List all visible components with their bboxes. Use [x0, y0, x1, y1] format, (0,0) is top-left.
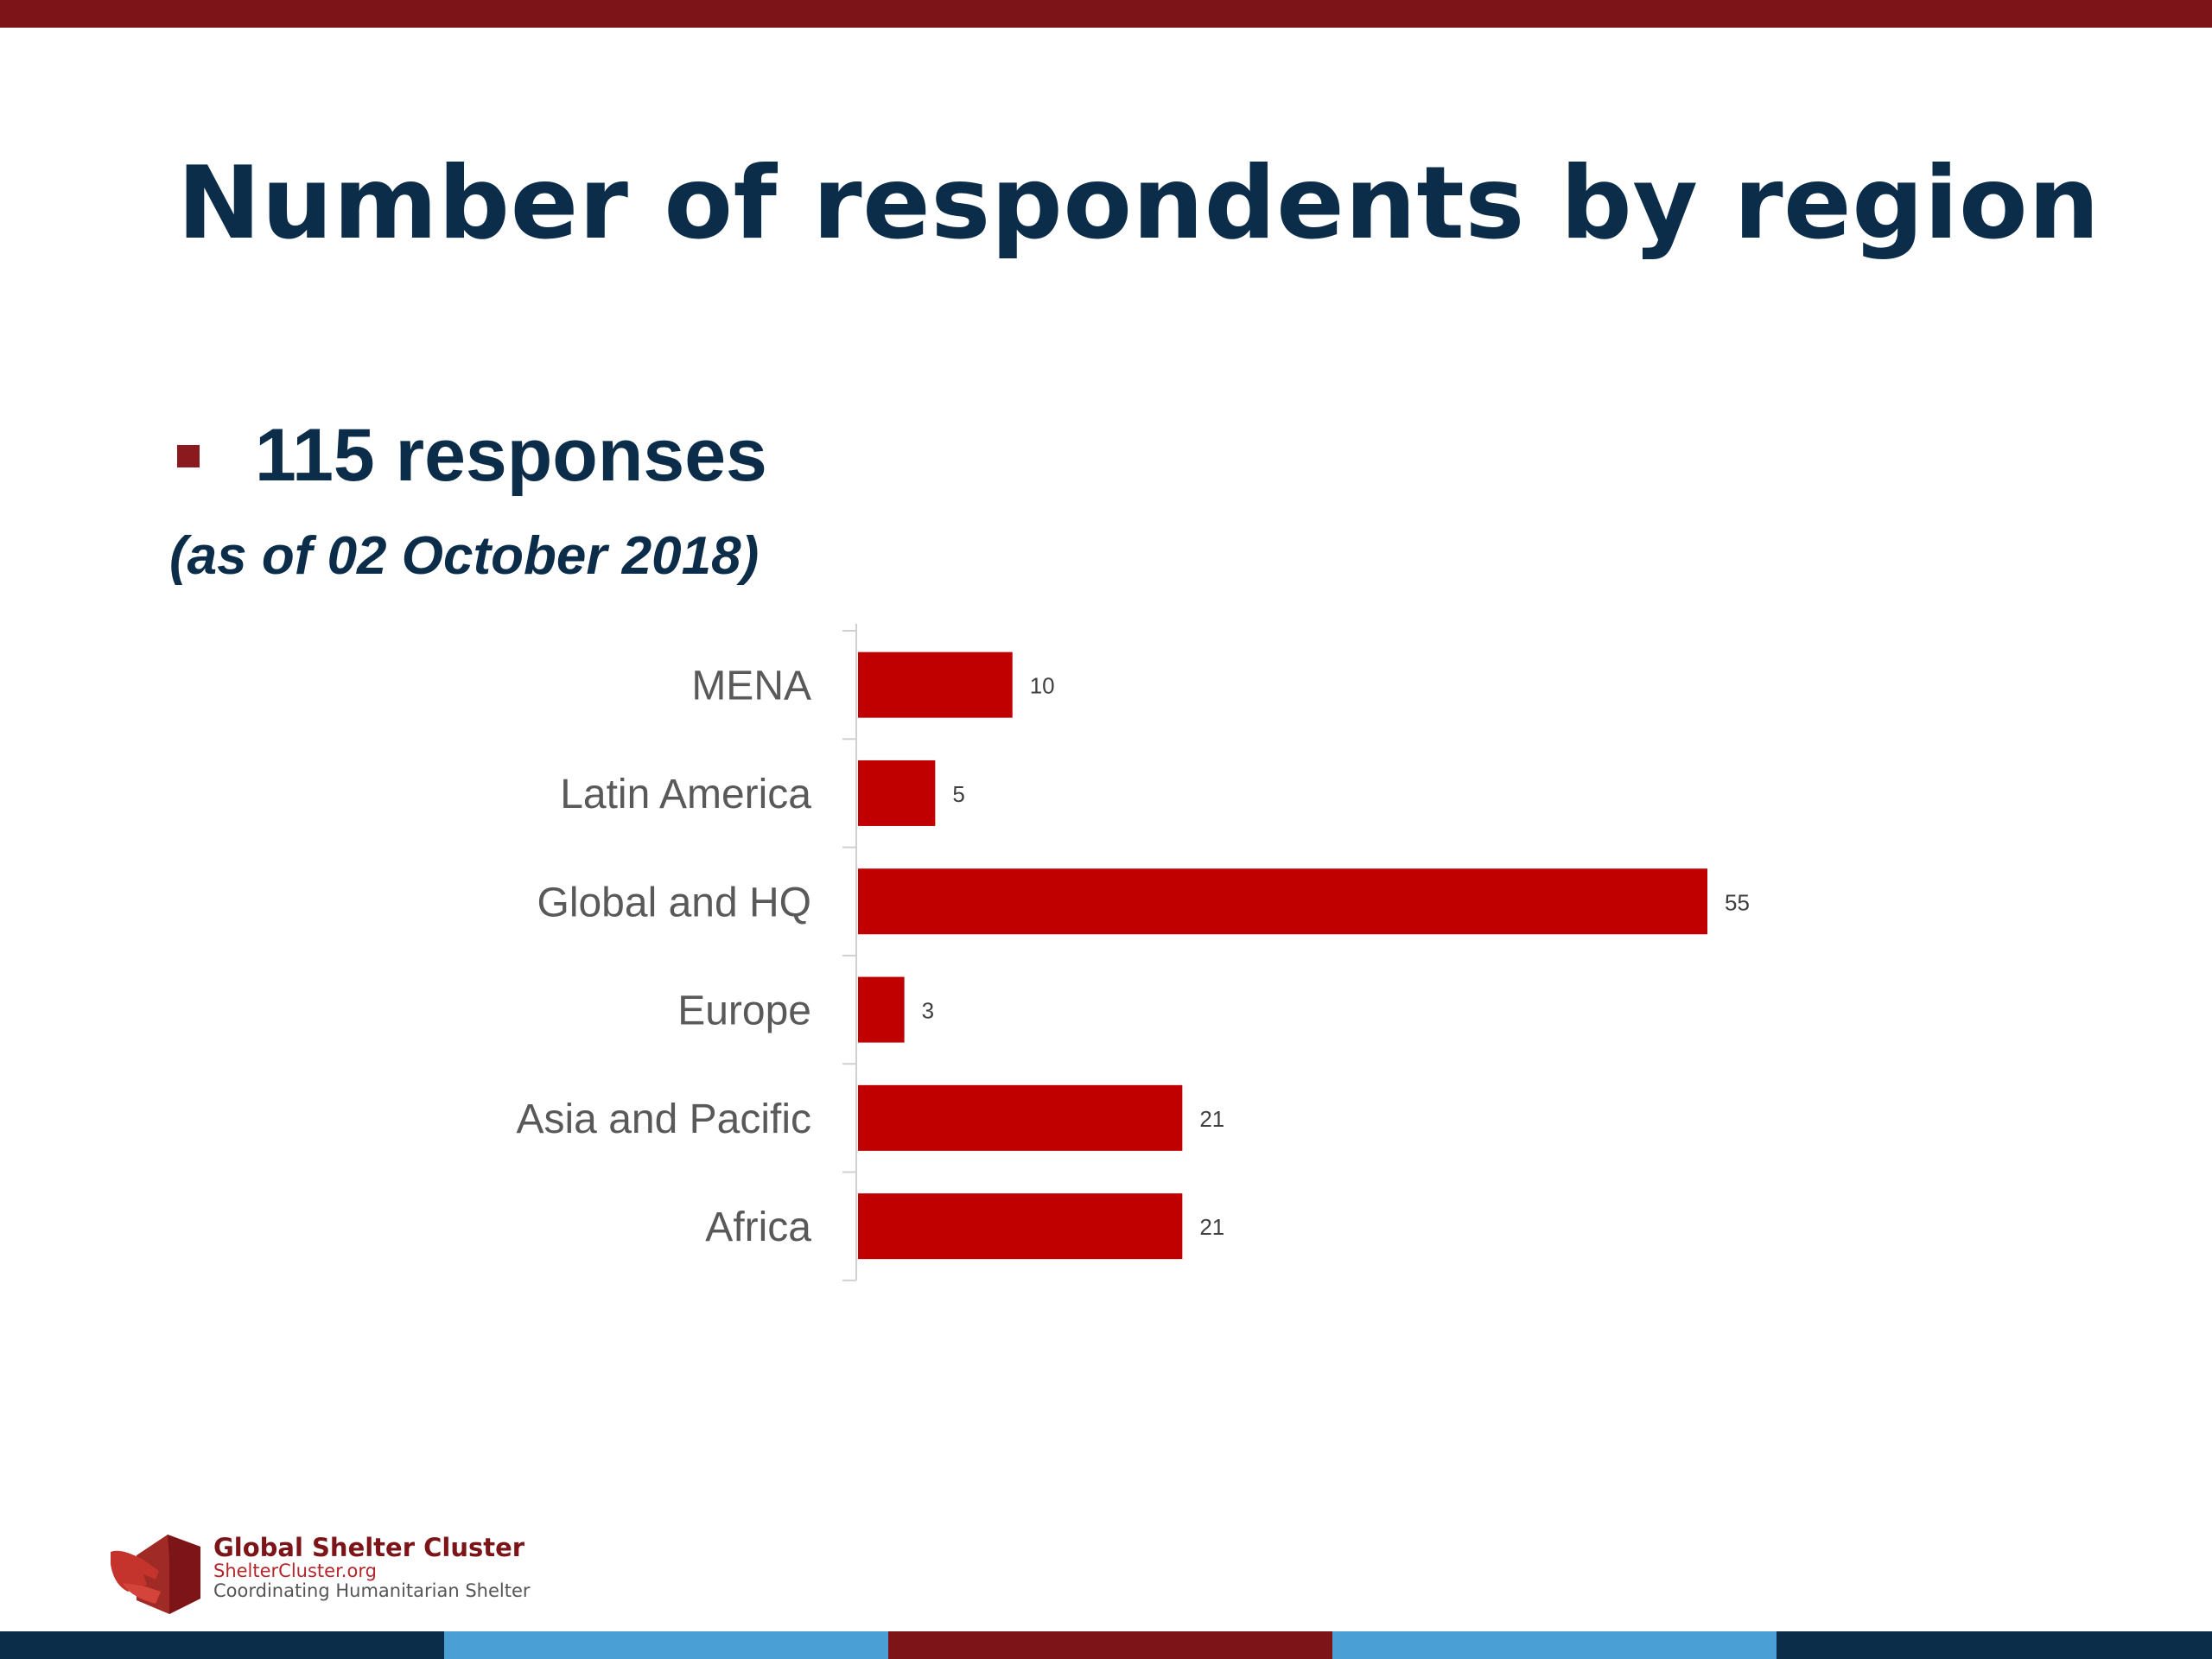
bar	[858, 1193, 1183, 1260]
bullet-text: 115 responses	[255, 414, 767, 497]
bar	[858, 760, 936, 826]
bottom-band-segment	[1777, 1631, 2212, 1659]
org-name: Global Shelter Cluster	[213, 1533, 525, 1562]
bar	[858, 1084, 1183, 1151]
bottom-band-segment	[888, 1631, 1332, 1659]
org-tagline: Coordinating Humanitarian Shelter	[213, 1580, 531, 1601]
bullet-item: 115 responses	[177, 413, 767, 499]
data-label: 3	[922, 998, 934, 1024]
top-accent-band	[0, 0, 2212, 28]
data-label: 55	[1725, 889, 1750, 915]
data-label: 5	[952, 781, 964, 807]
data-label: 21	[1199, 1106, 1224, 1132]
bar	[858, 652, 1013, 718]
category-label: Global and HQ	[537, 880, 811, 925]
category-label: MENA	[691, 664, 811, 709]
bar	[858, 976, 905, 1043]
category-label: Africa	[705, 1205, 811, 1250]
slide-subtitle: (as of 02 October 2018)	[169, 526, 760, 586]
data-label: 10	[1030, 673, 1055, 699]
category-label: Europe	[677, 988, 811, 1034]
bottom-band-segment	[0, 1631, 444, 1659]
bottom-band-segment	[444, 1631, 888, 1659]
footer-logo-text: Global Shelter Cluster ShelterCluster.or…	[213, 1533, 531, 1601]
bottom-band-segment	[1332, 1631, 1777, 1659]
data-label: 21	[1199, 1214, 1224, 1240]
bottom-accent-band	[0, 1631, 2212, 1659]
bar	[858, 868, 1707, 935]
respondents-bar-chart: MENA 10 Latin America 5 Global and HQ 55 Europ…	[516, 624, 1750, 1281]
category-label: Latin America	[560, 772, 811, 817]
bullet-square-icon	[177, 444, 200, 467]
slide-title: Number of respondents by region	[177, 145, 2101, 262]
org-url: ShelterCluster.org	[213, 1560, 377, 1582]
category-label: Asia and Pacific	[516, 1096, 811, 1142]
hands-house-icon	[111, 1535, 200, 1614]
